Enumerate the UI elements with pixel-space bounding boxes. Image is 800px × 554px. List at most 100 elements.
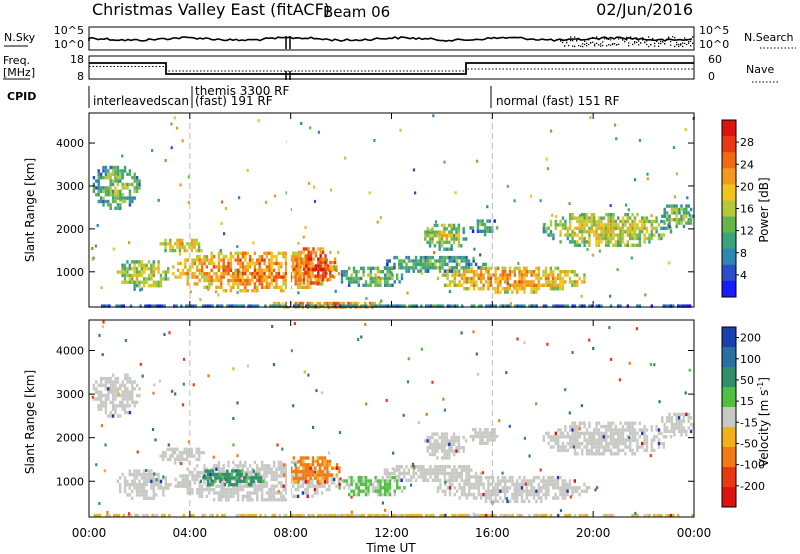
heatmap-cell [486,428,489,432]
heatmap-cell [260,282,264,286]
heatmap-cell [542,475,545,480]
heatmap-cell [325,487,329,492]
heatmap-cell [593,219,596,224]
heatmap-cell [173,451,177,455]
heatmap-cell [228,304,231,308]
heatmap-cell [621,431,625,436]
heatmap-cell [489,304,493,308]
heatmap-cell [398,486,401,490]
heatmap-cell [241,272,245,276]
heatmap-cell [506,276,509,281]
heatmap-cell [200,470,204,475]
heatmap-cell [119,169,122,173]
nave-tick-top: 60 [708,53,722,66]
heatmap-cell [431,449,434,453]
heatmap-cell [463,276,466,281]
search-tick-bottom: 10^0 [699,38,729,51]
heatmap-cell [116,414,120,418]
heatmap-cell [206,304,209,308]
heatmap-cell [157,270,160,274]
heatmap-cell [483,233,487,237]
heatmap-cell [278,304,281,308]
heatmap-cell [258,268,261,272]
heatmap-cell [265,255,269,259]
heatmap-cell [309,476,312,481]
heatmap-cell [504,276,507,281]
heatmap-cell [304,226,307,229]
heatmap-cell [487,513,490,518]
heatmap-cell [412,259,415,263]
heatmap-cell [682,214,686,218]
heatmap-cell [687,221,690,225]
nsearch-point [688,42,690,44]
heatmap-cell [369,304,373,308]
heatmap-cell [280,494,283,499]
heatmap-cell [653,448,656,453]
heatmap-cell [499,489,502,493]
heatmap-cell [626,438,629,442]
heatmap-cell [324,271,327,275]
heatmap-cell [111,397,115,401]
heatmap-cell [554,223,557,227]
heatmap-cell [400,266,403,270]
heatmap-cell [211,472,215,477]
heatmap-cell [302,260,306,265]
heatmap-cell [268,282,271,286]
heatmap-cell [300,250,303,255]
heatmap-cell [167,483,170,487]
heatmap-cell [559,431,562,436]
heatmap-cell [626,233,629,237]
heatmap-cell [122,513,125,518]
heatmap-cell [161,451,165,455]
heatmap-cell [483,431,487,435]
heatmap-cell [465,475,468,479]
heatmap-cell [95,387,98,391]
heatmap-cell [638,236,641,241]
nsearch-point [654,42,656,44]
heatmap-cell [458,513,461,518]
colorbar-swatch [722,347,736,368]
heatmap-cell [480,496,483,500]
heatmap-cell [280,474,283,478]
heatmap-cell [483,222,487,227]
heatmap-cell [92,182,96,187]
heatmap-cell [448,266,451,270]
ytick-label: 2000 [56,432,84,445]
heatmap-cell [341,513,344,518]
heatmap-cell [215,464,218,468]
heatmap-cell [210,479,213,483]
nsearch-point [622,39,624,41]
heatmap-cell [98,513,101,518]
heatmap-cell [609,441,613,446]
heatmap-cell [234,491,237,495]
heatmap-cell [170,389,174,393]
heatmap-cell [518,273,521,277]
heatmap-cell [232,487,235,492]
heatmap-cell [535,489,538,493]
heatmap-cell [241,268,245,272]
heatmap-cell [653,219,656,224]
nsearch-point [690,40,692,42]
heatmap-cell [576,452,579,456]
heatmap-cell [145,493,148,497]
heatmap-cell [463,513,466,518]
heatmap-cell [407,471,411,476]
freq-label-1: Freq. [3,54,30,67]
heatmap-cell [246,494,249,499]
heatmap-cell [292,480,295,484]
heatmap-cell [533,513,536,518]
heatmap-cell [128,189,132,193]
heatmap-cell [355,492,358,497]
heatmap-cell [631,431,634,436]
nsearch-point [596,42,598,44]
heatmap-cell [131,400,134,405]
heatmap-cell [636,445,639,449]
heatmap-cell [682,416,686,420]
heatmap-cell [450,223,453,228]
heatmap-cell [313,491,317,495]
heatmap-cell [307,463,310,467]
heatmap-cell [629,424,632,429]
heatmap-cell [302,469,305,474]
heatmap-cell [481,219,484,223]
nsearch-point [622,38,624,40]
